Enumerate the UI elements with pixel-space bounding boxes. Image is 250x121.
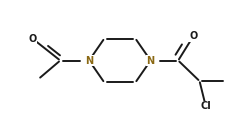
Text: N: N [85,56,93,65]
Text: N: N [146,56,154,65]
Text: O: O [188,31,196,41]
Text: O: O [28,34,36,44]
Text: Cl: Cl [200,102,210,111]
